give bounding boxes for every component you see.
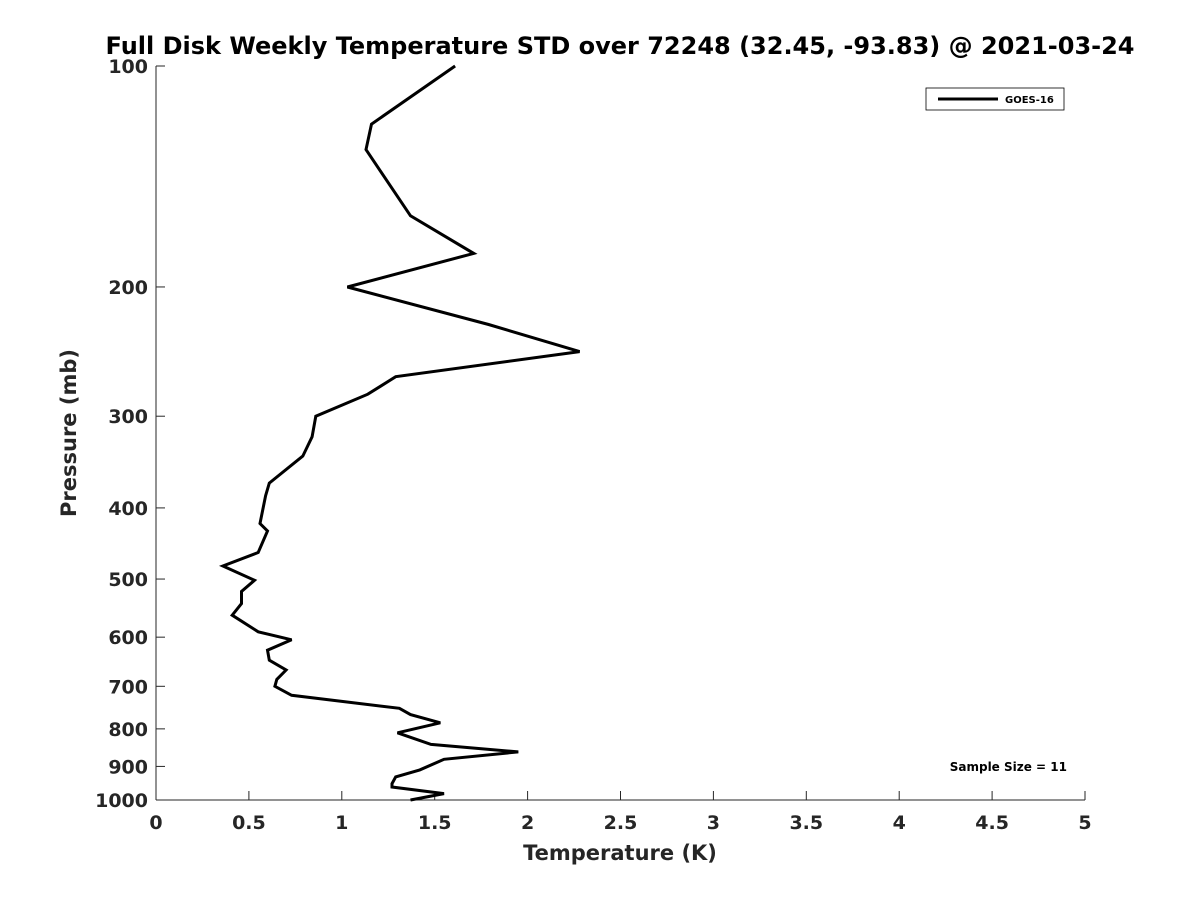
y-tick-label: 900 xyxy=(108,756,148,778)
y-tick-label: 700 xyxy=(108,676,148,698)
series-line-goes-16 xyxy=(219,64,581,802)
x-tick-label: 0.5 xyxy=(232,812,266,834)
x-tick-label: 2 xyxy=(521,812,534,834)
y-axis-label: Pressure (mb) xyxy=(57,349,81,517)
y-axis: 100 200 300 400 500 600 700 800 900 1000 xyxy=(95,56,165,812)
series-layer xyxy=(219,64,581,802)
x-tick-label: 1 xyxy=(335,812,348,834)
x-tick-label: 3 xyxy=(707,812,720,834)
y-tick-label: 300 xyxy=(108,406,148,428)
x-tick-label: 0 xyxy=(149,812,162,834)
legend-label-goes-16: GOES-16 xyxy=(1005,95,1054,106)
x-axis: 0 0.5 1 1.5 2 2.5 3 3.5 4 4.5 5 xyxy=(149,791,1092,834)
y-tick-label: 800 xyxy=(108,719,148,741)
x-tick-label: 5 xyxy=(1078,812,1091,834)
y-tick-label: 600 xyxy=(108,627,148,649)
x-tick-label: 4.5 xyxy=(975,812,1009,834)
x-tick-label: 3.5 xyxy=(789,812,823,834)
x-tick-label: 4 xyxy=(893,812,906,834)
x-axis-label: Temperature (K) xyxy=(523,841,717,865)
y-tick-label: 100 xyxy=(108,56,148,78)
chart-title: Full Disk Weekly Temperature STD over 72… xyxy=(106,32,1135,60)
x-tick-label: 2.5 xyxy=(604,812,638,834)
x-tick-label: 1.5 xyxy=(418,812,452,834)
legend: GOES-16 xyxy=(925,87,1065,111)
y-tick-label: 500 xyxy=(108,569,148,591)
sample-size-annotation: Sample Size = 11 xyxy=(950,760,1067,774)
y-tick-label: 400 xyxy=(108,498,148,520)
y-tick-label: 200 xyxy=(108,277,148,299)
y-tick-label: 1000 xyxy=(95,790,148,812)
